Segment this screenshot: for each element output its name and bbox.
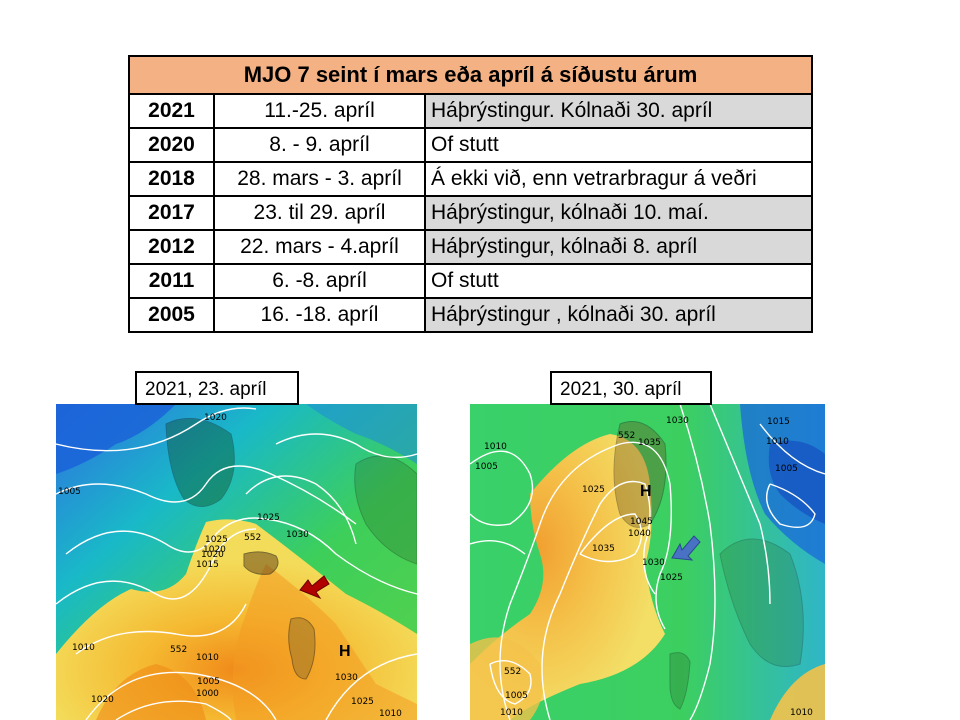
dates-cell: 23. til 29. apríl — [213, 195, 426, 231]
isobar-label: 1035 — [638, 438, 661, 448]
note-cell: Háþrýstingur. Kólnaði 30. apríl — [424, 93, 813, 129]
mjo-table: MJO 7 seint í mars eða apríl á síðustu á… — [128, 55, 813, 333]
deep-low-area — [56, 404, 176, 474]
isobar-label: 1025 — [660, 573, 683, 583]
scandinavia-coast — [719, 538, 804, 667]
high-pressure-label: H — [339, 643, 351, 660]
isobar-label: 1015 — [767, 417, 790, 427]
year-cell: 2020 — [128, 127, 215, 163]
weather-map-right: 1030 552 1035 1010 1005 1025 1045 1040 1… — [470, 404, 825, 720]
iceland-coast — [243, 551, 279, 575]
isobar-label: 1025 — [205, 535, 228, 545]
note-cell: Háþrýstingur, kólnaði 10. maí. — [424, 195, 813, 231]
dates-cell: 8. - 9. apríl — [213, 127, 426, 163]
southeast-warm-area — [770, 664, 825, 720]
isobar-label: 1015 — [196, 560, 219, 570]
year-cell: 2021 — [128, 93, 215, 129]
isobar-label: 1010 — [790, 708, 813, 718]
dates-cell: 11.-25. apríl — [213, 93, 426, 129]
isobar-label: 1005 — [58, 487, 81, 497]
map-caption-left: 2021, 23. apríl — [135, 371, 299, 405]
map-right-graphic: 1030 552 1035 1010 1005 1025 1045 1040 1… — [470, 404, 825, 720]
isobar-label: 1010 — [196, 653, 219, 663]
isobar-label: 1025 — [582, 485, 605, 495]
isobar-label: 1020 — [203, 545, 226, 555]
year-cell: 2005 — [128, 297, 215, 333]
map-left-graphic: 1020 1005 1025 1025 1030 1020 1020 1015 … — [56, 404, 417, 720]
isobar-label: 1020 — [91, 695, 114, 705]
isobar-label: 1010 — [500, 708, 523, 718]
table-row: 2005 16. -18. apríl Háþrýstingur , kólna… — [128, 297, 813, 333]
isobar-labels-right: 1030 552 1035 1010 1005 1025 1045 1040 1… — [475, 416, 813, 718]
year-cell: 2011 — [128, 263, 215, 299]
isobar-label: 1030 — [286, 530, 309, 540]
table-title-row: MJO 7 seint í mars eða apríl á síðustu á… — [128, 55, 813, 95]
table-row: 2017 23. til 29. apríl Háþrýstingur, kól… — [128, 195, 813, 231]
isobar-label: 1005 — [475, 462, 498, 472]
isobar-label: 1035 — [592, 544, 615, 554]
isobar-labels-left: 1020 1005 1025 1025 1030 1020 1020 1015 … — [58, 413, 402, 719]
isobar-label: 1010 — [484, 442, 507, 452]
greenland-coast — [165, 417, 235, 507]
deep-low-core — [768, 440, 825, 524]
dates-cell: 28. mars - 3. apríl — [213, 161, 426, 197]
isobars-right — [470, 404, 825, 720]
isobar-label: 1005 — [505, 691, 528, 701]
isobar-label: 552 — [170, 645, 187, 655]
weather-map-left: 1020 1005 1025 1025 1030 1020 1020 1015 … — [56, 404, 417, 720]
isobar-label: 1020 — [201, 550, 224, 560]
dates-cell: 16. -18. apríl — [213, 297, 426, 333]
isobar-label: 1000 — [196, 689, 219, 699]
year-cell: 2012 — [128, 229, 215, 265]
isobar-label: 1030 — [335, 673, 358, 683]
isobar-label: 1010 — [379, 709, 402, 719]
table-row: 2011 6. -8. apríl Of stutt — [128, 263, 813, 299]
high-pressure-label: H — [640, 483, 652, 500]
note-cell: Of stutt — [424, 127, 813, 163]
southwest-warm-area — [470, 637, 544, 720]
note-cell: Of stutt — [424, 263, 813, 299]
isobar-label: 552 — [244, 533, 261, 543]
isobars-left — [56, 407, 417, 720]
pointer-arrow — [671, 535, 701, 561]
isobar-label: 1045 — [630, 517, 653, 527]
british-isles-coast — [288, 617, 316, 680]
isobar-label: 1040 — [628, 529, 651, 539]
table-row: 2020 8. - 9. apríl Of stutt — [128, 127, 813, 163]
year-cell: 2018 — [128, 161, 215, 197]
isobar-label: 1020 — [204, 413, 227, 423]
isobar-label: 1030 — [642, 558, 665, 568]
isobar-label: 1025 — [257, 513, 280, 523]
note-cell: Háþrýstingur, kólnaði 8. apríl — [424, 229, 813, 265]
note-cell: Á ekki við, enn vetrarbragur á veðri — [424, 161, 813, 197]
dates-cell: 22. mars - 4.apríl — [213, 229, 426, 265]
table-row: 2021 11.-25. apríl Háþrýstingur. Kólnaði… — [128, 93, 813, 129]
british-isles-coast — [669, 652, 691, 710]
pointer-arrow — [299, 575, 330, 600]
isobar-label: 1010 — [766, 437, 789, 447]
table-row: 2018 28. mars - 3. apríl Á ekki við, enn… — [128, 161, 813, 197]
note-cell: Háþrýstingur , kólnaði 30. apríl — [424, 297, 813, 333]
upper-right-area — [306, 404, 417, 464]
dates-cell: 6. -8. apríl — [213, 263, 426, 299]
year-cell: 2017 — [128, 195, 215, 231]
map-caption-right: 2021, 30. apríl — [550, 371, 712, 405]
isobar-label: 552 — [618, 431, 635, 441]
isobar-label: 1010 — [72, 643, 95, 653]
isobar-label: 1005 — [197, 677, 220, 687]
isobar-label: 1025 — [351, 697, 374, 707]
table-title: MJO 7 seint í mars eða apríl á síðustu á… — [128, 55, 813, 95]
isobar-label: 1005 — [775, 464, 798, 474]
isobar-label: 1030 — [666, 416, 689, 426]
isobar-label: 552 — [504, 667, 521, 677]
table-row: 2012 22. mars - 4.apríl Háþrýstingur, kó… — [128, 229, 813, 265]
ridge-core — [232, 564, 417, 720]
south-warm-core — [96, 664, 206, 720]
